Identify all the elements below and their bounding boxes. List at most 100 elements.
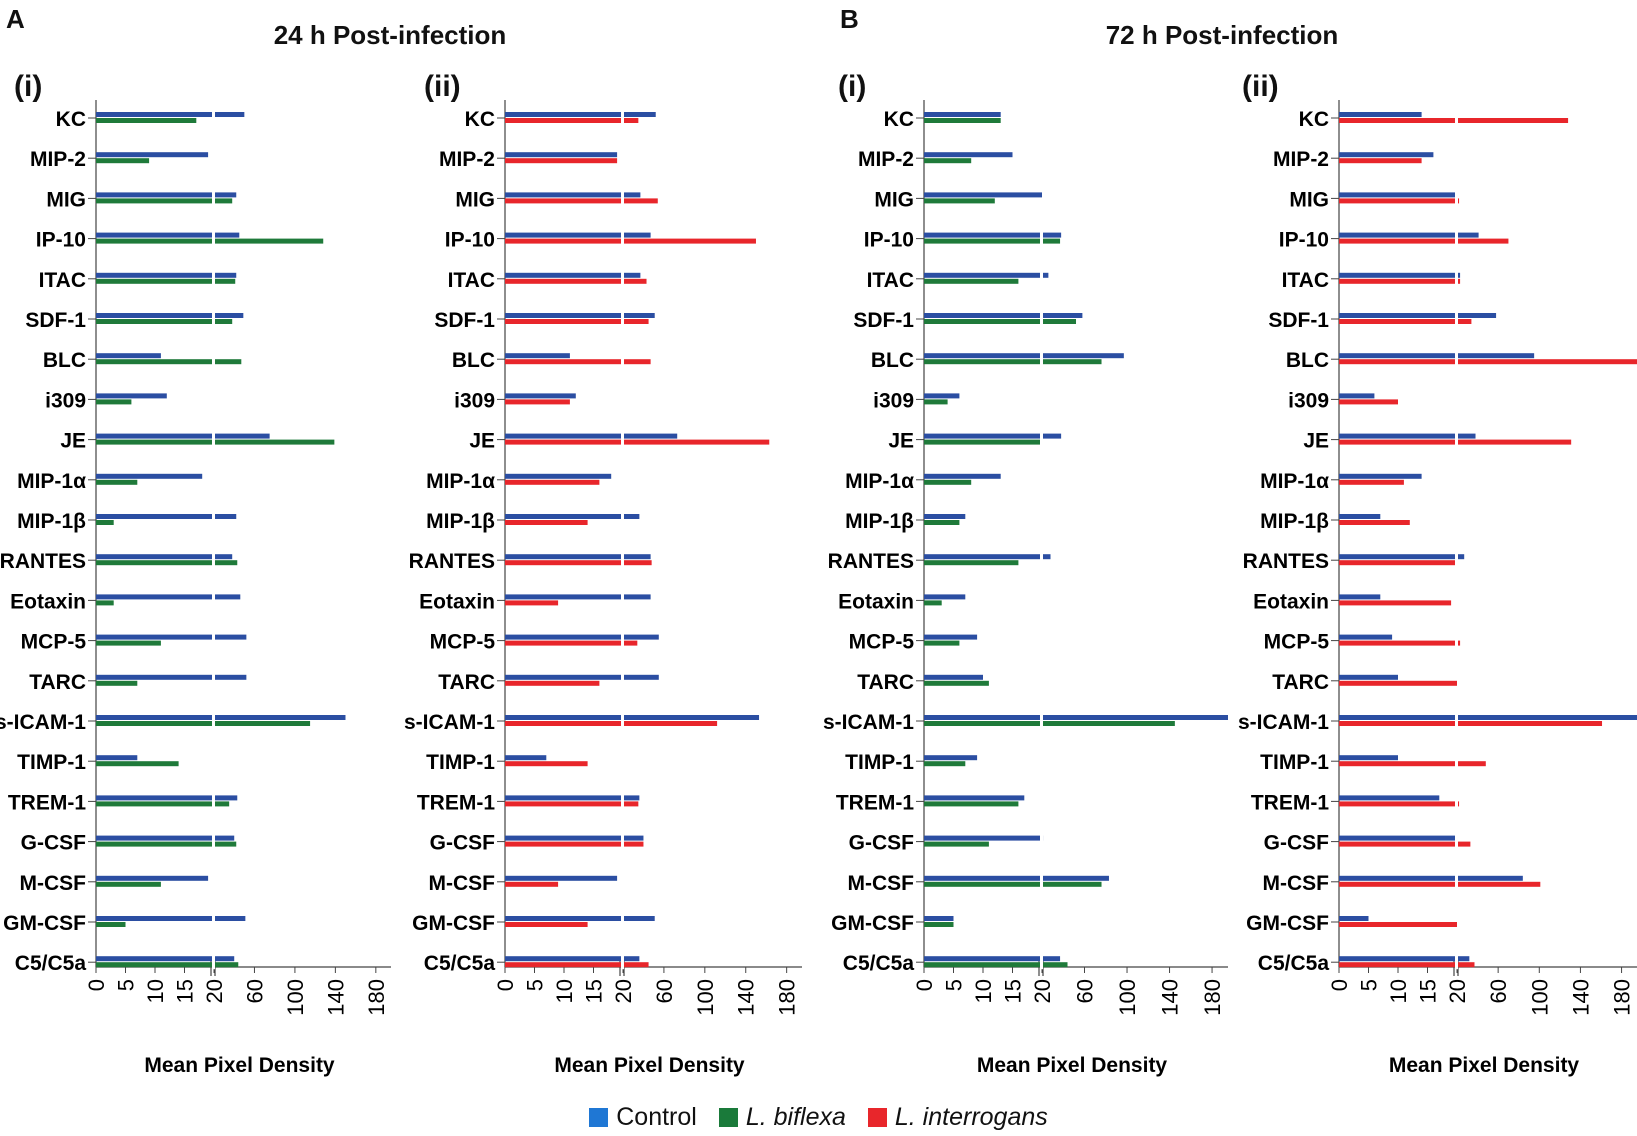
bar-control bbox=[505, 674, 659, 680]
bar-break-gap bbox=[1455, 352, 1458, 367]
bar-interrogans bbox=[1339, 118, 1569, 123]
category-label: TIMP-1 bbox=[17, 751, 86, 774]
x-tick-label: 5 bbox=[114, 979, 139, 991]
bar-break-gap bbox=[621, 191, 624, 206]
bar-break-gap bbox=[212, 955, 215, 970]
category-label: Eotaxin bbox=[419, 590, 495, 613]
x-axis-label: Mean Pixel Density bbox=[1389, 1054, 1580, 1077]
bar-control bbox=[505, 272, 641, 278]
bar-biflexa bbox=[924, 158, 972, 164]
bar-break-gap bbox=[621, 231, 624, 246]
bar-control bbox=[1339, 674, 1398, 680]
bar-control bbox=[505, 755, 547, 761]
bar-interrogans bbox=[505, 479, 600, 485]
category-label: TARC bbox=[438, 671, 495, 694]
category-label: G-CSF bbox=[1264, 832, 1330, 855]
bar-biflexa bbox=[96, 721, 311, 726]
category-label: KC bbox=[56, 108, 86, 131]
bar-interrogans bbox=[1339, 922, 1457, 927]
bar-control bbox=[96, 473, 203, 479]
bar-control bbox=[924, 715, 1228, 720]
bar-control bbox=[96, 232, 240, 238]
category-label: TARC bbox=[1272, 671, 1329, 694]
bar-control bbox=[1339, 393, 1375, 399]
x-tick-label: 60 bbox=[242, 979, 267, 1003]
bar-break-gap bbox=[1040, 553, 1043, 568]
category-label: KC bbox=[1299, 108, 1329, 131]
x-tick-label: 5 bbox=[1357, 979, 1382, 991]
bar-control bbox=[924, 594, 966, 600]
category-label: MIP-1α bbox=[845, 470, 914, 493]
bar-biflexa bbox=[924, 238, 1061, 244]
x-tick-label: 0 bbox=[912, 979, 937, 991]
category-label: SDF-1 bbox=[1268, 309, 1329, 332]
category-label: TREM-1 bbox=[836, 791, 914, 814]
bar-interrogans bbox=[1339, 761, 1486, 767]
legend-swatch-interrogans bbox=[867, 1108, 887, 1127]
bar-control bbox=[924, 956, 1061, 962]
bar-control bbox=[505, 433, 678, 439]
bar-control bbox=[96, 594, 241, 600]
bar-break-gap bbox=[212, 271, 215, 286]
subpanel-label-b-i: (i) bbox=[838, 70, 867, 103]
category-label: IP-10 bbox=[36, 229, 86, 252]
bar-biflexa bbox=[924, 520, 960, 525]
subpanel-label-b-ii: (ii) bbox=[1242, 70, 1279, 103]
category-label: IP-10 bbox=[445, 229, 495, 252]
category-label: i309 bbox=[454, 389, 495, 412]
bar-control bbox=[96, 875, 209, 881]
bar-biflexa bbox=[96, 761, 179, 767]
category-label: MCP-5 bbox=[1264, 631, 1330, 654]
bar-biflexa bbox=[924, 721, 1175, 726]
category-label: s-ICAM-1 bbox=[823, 711, 914, 734]
bar-control bbox=[924, 875, 1109, 881]
bar-control bbox=[505, 353, 570, 359]
category-label: RANTES bbox=[1243, 550, 1329, 573]
bar-biflexa bbox=[96, 520, 114, 525]
bar-interrogans bbox=[505, 801, 639, 807]
bar-break-gap bbox=[1040, 352, 1043, 367]
bar-control bbox=[96, 916, 246, 921]
bar-interrogans bbox=[505, 319, 649, 324]
x-tick-label: 20 bbox=[202, 979, 227, 1003]
bar-break-gap bbox=[212, 111, 215, 125]
bar-control bbox=[924, 554, 1051, 560]
legend-label-biflexa: L. biflexa bbox=[745, 1103, 846, 1131]
bar-interrogans bbox=[1339, 721, 1603, 726]
bar-break-gap bbox=[621, 714, 624, 728]
category-label: MCP-5 bbox=[430, 631, 496, 654]
bar-biflexa bbox=[96, 600, 114, 606]
x-tick-label: 60 bbox=[1073, 979, 1098, 1003]
bar-interrogans bbox=[505, 600, 559, 606]
category-label: MCP-5 bbox=[849, 631, 915, 654]
bar-biflexa bbox=[924, 600, 942, 606]
category-label: ITAC bbox=[1282, 269, 1329, 292]
bar-interrogans bbox=[505, 399, 570, 405]
category-label: MIP-2 bbox=[1273, 148, 1329, 171]
bar-control bbox=[1339, 594, 1381, 600]
legend-item-control: Control bbox=[589, 1103, 697, 1132]
x-tick-label: 0 bbox=[84, 979, 109, 991]
bar-control bbox=[505, 112, 656, 117]
category-label: RANTES bbox=[409, 550, 495, 573]
bar-break-gap bbox=[1455, 312, 1458, 326]
bar-biflexa bbox=[96, 881, 161, 887]
x-tick-label: 100 bbox=[693, 979, 718, 1016]
bar-control bbox=[505, 916, 655, 921]
category-label: RANTES bbox=[0, 550, 86, 573]
panel-title-a: 24 h Post-infection bbox=[273, 20, 507, 50]
bar-control bbox=[924, 272, 1049, 278]
bar-control bbox=[505, 313, 655, 318]
bar-control bbox=[1339, 634, 1393, 640]
bar-control bbox=[924, 795, 1025, 801]
bar-control bbox=[924, 634, 978, 640]
bar-interrogans bbox=[1339, 278, 1461, 284]
bar-control bbox=[505, 554, 651, 560]
bar-break-gap bbox=[212, 794, 215, 809]
bar-break-gap bbox=[212, 593, 215, 608]
category-label: C5/C5a bbox=[424, 952, 496, 975]
category-label: G-CSF bbox=[849, 832, 915, 855]
bar-biflexa bbox=[924, 680, 989, 686]
bar-control bbox=[924, 393, 960, 399]
